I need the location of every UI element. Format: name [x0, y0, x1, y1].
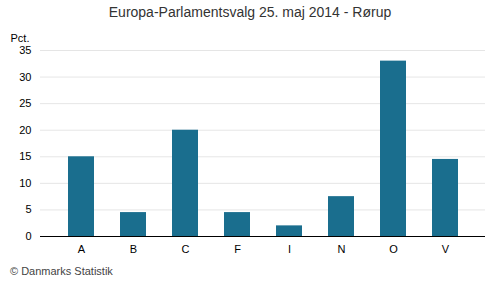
- html-text:© Danmarks Statistik: © Danmarks Statistik: [10, 265, 113, 277]
- svg-text:O: O: [389, 243, 398, 255]
- svg-text:25: 25: [19, 97, 31, 109]
- svg-text:Pct.: Pct.: [11, 32, 30, 44]
- svg-text:0: 0: [25, 230, 31, 242]
- svg-text:15: 15: [19, 150, 31, 162]
- svg-text:5: 5: [25, 203, 31, 215]
- svg-text:N: N: [338, 243, 346, 255]
- svg-text:10: 10: [19, 177, 31, 189]
- svg-text:F: F: [234, 243, 241, 255]
- svg-text:A: A: [78, 243, 86, 255]
- svg-text:I: I: [288, 243, 291, 255]
- svg-text:30: 30: [19, 71, 31, 83]
- svg-text:V: V: [442, 243, 450, 255]
- html-text:Europa-Parlamentsvalg 25. maj: Europa-Parlamentsvalg 25. maj 2014 - Rør…: [108, 4, 392, 20]
- svg-text:B: B: [130, 243, 137, 255]
- svg-text:C: C: [182, 243, 190, 255]
- svg-text:35: 35: [19, 44, 31, 56]
- svg-text:20: 20: [19, 124, 31, 136]
